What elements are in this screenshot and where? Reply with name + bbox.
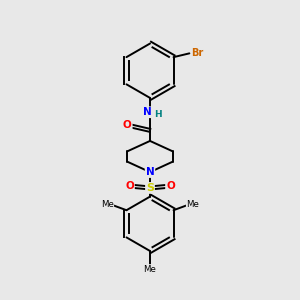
Text: Br: Br bbox=[192, 48, 204, 59]
Text: N: N bbox=[146, 167, 154, 177]
Text: Me: Me bbox=[101, 200, 114, 209]
Text: O: O bbox=[166, 181, 175, 191]
Text: S: S bbox=[146, 183, 154, 193]
Text: Me: Me bbox=[186, 200, 199, 209]
Text: N: N bbox=[143, 107, 152, 117]
Text: H: H bbox=[154, 110, 161, 118]
Text: O: O bbox=[125, 181, 134, 191]
Text: Me: Me bbox=[144, 265, 156, 274]
Text: O: O bbox=[123, 120, 132, 130]
